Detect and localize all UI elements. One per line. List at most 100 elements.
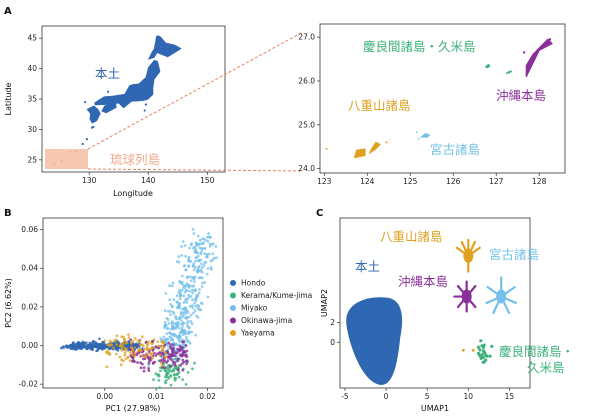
- pca-point-kerama: [193, 361, 197, 365]
- pca-point-okinawa: [147, 369, 151, 372]
- pca-point-miyako: [194, 256, 198, 259]
- pca-point-okinawa: [181, 340, 185, 344]
- pca-point-miyako: [181, 325, 184, 328]
- okinawa-islet-mark: [522, 51, 526, 54]
- pca-point-miyako: [191, 298, 194, 302]
- kerama-islet-mark: [505, 72, 508, 75]
- pca-point-okinawa: [129, 338, 133, 342]
- ishigaki-island-shape: [368, 141, 381, 154]
- pca-point-miyako: [181, 240, 185, 244]
- umap-points: [346, 238, 517, 386]
- pca-point-miyako: [206, 240, 210, 243]
- pca-point-miyako: [198, 246, 202, 250]
- umap-x-tick-label: 0: [384, 392, 389, 401]
- ryukyu-map-x-tick-label: 126: [446, 177, 461, 186]
- japan-map-x-tick-label: 130: [82, 176, 97, 185]
- japan-map-y-tick-label: 45: [27, 34, 37, 43]
- pca-point-miyako: [178, 306, 182, 310]
- umap-point-yaeyama: [471, 348, 475, 352]
- x-axis-title-umap1: UMAP1: [421, 404, 449, 413]
- pca-point-yaeyama: [150, 354, 154, 357]
- miyako-islet-mark: [415, 131, 418, 134]
- pca-point-okinawa: [171, 343, 175, 347]
- japan-landmass: [53, 35, 182, 165]
- pca-point-kerama: [167, 369, 171, 372]
- pca-point-yaeyama: [140, 343, 144, 346]
- pca-point-miyako: [187, 293, 191, 297]
- pca-point-yaeyama: [127, 333, 130, 337]
- pca-point-miyako: [162, 335, 166, 339]
- pca-point-miyako: [208, 242, 212, 246]
- pca-y-tick-label: 0.06: [21, 225, 38, 234]
- pca-point-miyako: [197, 276, 201, 280]
- pca-point-yaeyama: [128, 359, 132, 362]
- pca-point-miyako: [209, 266, 213, 269]
- pca-point-okinawa: [180, 348, 183, 352]
- pca-point-okinawa: [147, 356, 150, 360]
- umap-point-kerama: [482, 360, 486, 364]
- pca-point-miyako: [184, 268, 188, 272]
- pca-point-okinawa: [172, 346, 175, 350]
- pca-point-kerama: [166, 371, 170, 375]
- pca-point-miyako: [177, 304, 181, 308]
- pca-point-miyako: [186, 324, 189, 328]
- pca-point-hondo: [102, 342, 106, 346]
- kume-island-shape: [485, 63, 491, 69]
- pca-point-okinawa: [172, 360, 175, 364]
- pca-point-hondo: [103, 346, 107, 349]
- pca-point-miyako: [182, 264, 186, 268]
- pca-y-tick-label: 0.00: [21, 341, 38, 350]
- pca-point-miyako: [171, 323, 175, 327]
- pca-point-miyako: [175, 325, 179, 329]
- pca-point-miyako: [195, 241, 199, 245]
- miyako-island-shape: [420, 133, 431, 138]
- pca-point-kerama: [157, 373, 160, 377]
- pca-point-miyako: [188, 304, 192, 308]
- label-miyako: 宮古諸島: [430, 142, 480, 157]
- ryukyu-map-ticks: 123 124 125 126 127 128 24.0 25.0 26.0 27.0: [298, 33, 546, 186]
- pca-point-miyako: [201, 241, 205, 245]
- umap-point-kerama: [478, 348, 482, 352]
- legend-label: Yaeyama: [240, 329, 275, 338]
- pca-point-hondo: [141, 347, 144, 350]
- pca-point-miyako: [178, 335, 182, 339]
- pca-point-miyako: [200, 247, 204, 250]
- pca-point-miyako: [176, 323, 180, 327]
- pca-point-hondo: [72, 341, 75, 344]
- pca-point-miyako: [198, 288, 202, 291]
- pca-point-miyako: [187, 339, 191, 343]
- japan-map-panel: 130 140 150 25 30 35 40 45 Longitude Latitude 本…: [4, 25, 226, 198]
- pca-point-okinawa: [166, 355, 170, 359]
- legend-swatch: [230, 280, 236, 286]
- pca-point-kerama: [165, 379, 168, 382]
- label-okinawa: 沖縄本島: [496, 88, 546, 103]
- ryukyu-map-x-tick-label: 124: [360, 177, 375, 186]
- pca-point-miyako: [202, 264, 206, 267]
- legend-label: Miyako: [241, 304, 268, 313]
- pca-point-miyako: [215, 256, 218, 259]
- pca-point-yaeyama: [152, 346, 156, 349]
- pca-point-miyako: [191, 291, 195, 295]
- pca-point-miyako: [172, 298, 176, 301]
- pca-point-yaeyama: [103, 339, 107, 342]
- pca-point-hondo: [92, 339, 95, 343]
- pca-point-miyako: [206, 295, 210, 299]
- pca-point-miyako: [175, 260, 179, 263]
- pca-point-okinawa: [141, 362, 144, 366]
- japan-map-x-tick-label: 150: [200, 176, 215, 185]
- ryukyu-map-x-tick-label: 127: [489, 177, 504, 186]
- iriomote-island-shape: [353, 148, 366, 159]
- pca-point-yaeyama: [161, 340, 165, 343]
- pca-point-okinawa: [136, 361, 139, 364]
- pca-point-yaeyama: [120, 348, 124, 352]
- umap-point-kerama: [479, 356, 483, 360]
- pca-point-miyako: [181, 311, 185, 315]
- y-axis-title-umap2: UMAP2: [320, 289, 329, 317]
- pca-point-okinawa: [175, 351, 179, 355]
- pca-y-tick-label: -0.02: [19, 380, 39, 389]
- pca-point-kerama: [158, 386, 161, 389]
- pca-point-miyako: [200, 276, 204, 280]
- umap-point-kerama: [490, 344, 494, 348]
- zoom-connector-bottom: [87, 168, 304, 172]
